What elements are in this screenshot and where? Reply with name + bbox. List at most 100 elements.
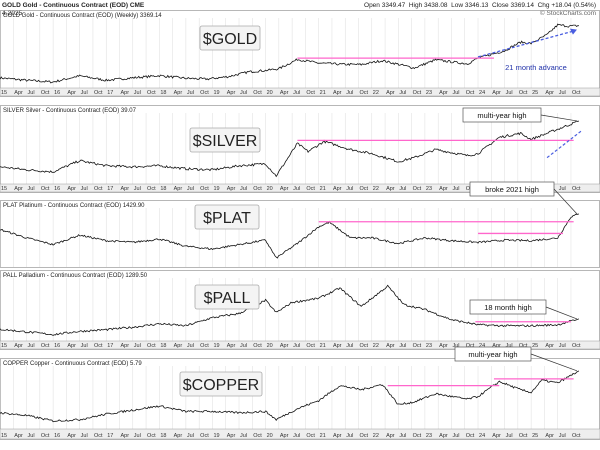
x-tick-label: 20 (267, 343, 273, 349)
x-tick-label: 24 (479, 90, 485, 96)
x-tick-label: Jul (399, 90, 406, 96)
x-tick-label: 20 (267, 90, 273, 96)
x-tick-label: Jul (346, 343, 353, 349)
x-tick-label: Jul (28, 186, 35, 192)
x-tick-label: Oct (466, 90, 475, 96)
x-tick-label: Oct (306, 186, 315, 192)
price-line-pall (0, 284, 580, 336)
price-line-gold (0, 23, 579, 84)
x-tick-label: Apr (333, 433, 342, 439)
x-tick-label: Oct (572, 90, 581, 96)
panel-2-title: SILVER Silver - Continuous Contract (EOD… (3, 108, 137, 114)
x-tick-label: Apr (333, 186, 342, 192)
x-tick-label: 16 (54, 433, 60, 439)
x-tick-label: Oct (413, 186, 422, 192)
x-tick-label: Oct (147, 343, 156, 349)
trend-arrow (546, 130, 582, 159)
x-tick-label: Apr (492, 433, 501, 439)
x-tick-label: Oct (519, 343, 528, 349)
x-tick-label: Oct (413, 433, 422, 439)
x-tick-label: Jul (452, 186, 459, 192)
badge-label: $COPPER (183, 377, 259, 394)
x-tick-label: Oct (413, 90, 422, 96)
x-tick-label: Jul (134, 186, 141, 192)
panel-5-title: COPPER Copper - Continuous Contract (EOD… (3, 361, 142, 367)
x-tick-label: Oct (519, 90, 528, 96)
x-tick-label: Jul (346, 186, 353, 192)
panel-5-frame (0, 358, 600, 440)
x-tick-label: Oct (572, 433, 581, 439)
x-tick-label: Apr (14, 186, 23, 192)
annotation-label: 18 month high (484, 303, 532, 312)
x-tick-label: Oct (94, 343, 103, 349)
x-tick-label: Jul (81, 433, 88, 439)
x-tick-label: Jul (559, 186, 566, 192)
x-tick-label: Apr (14, 433, 23, 439)
x-tick-label: Oct (360, 433, 369, 439)
panel-4-title: PALL Palladium - Continuous Contract (EO… (3, 273, 148, 279)
x-tick-label: Apr (67, 433, 76, 439)
x-tick-label: Jul (81, 343, 88, 349)
x-tick-label: 18 (160, 433, 166, 439)
price-line-plat (0, 213, 580, 259)
x-tick-label: Jul (81, 90, 88, 96)
x-tick-label: Jul (346, 90, 353, 96)
x-tick-label: Jul (81, 186, 88, 192)
x-tick-label: Jul (452, 433, 459, 439)
x-tick-label: 17 (107, 343, 113, 349)
x-tick-label: Oct (306, 343, 315, 349)
x-tick-label: 25 (532, 433, 538, 439)
x-tick-label: Oct (519, 433, 528, 439)
x-tick-label: Apr (545, 433, 554, 439)
header-date: 4-2025 (2, 10, 23, 17)
x-tick-label: Jul (240, 343, 247, 349)
x-tick-label: Apr (280, 433, 289, 439)
x-tick-label: Oct (94, 90, 103, 96)
x-tick-label: Oct (253, 343, 262, 349)
x-tick-label: Oct (466, 433, 475, 439)
change-value: +18.04 (0.54%) (551, 2, 596, 9)
x-tick-label: Apr (280, 90, 289, 96)
x-tick-label: Apr (386, 433, 395, 439)
x-tick-label: 25 (532, 90, 538, 96)
x-tick-label: Oct (147, 186, 156, 192)
x-tick-label: Jul (559, 433, 566, 439)
x-tick-label: Jul (559, 343, 566, 349)
x-tick-label: Apr (174, 343, 183, 349)
x-tick-label: 24 (479, 433, 485, 439)
x-tick-label: Apr (121, 90, 130, 96)
x-tick-label: Oct (360, 186, 369, 192)
x-tick-label: Oct (360, 343, 369, 349)
x-tick-label: Oct (147, 90, 156, 96)
x-tick-label: Apr (174, 186, 183, 192)
x-tick-label: 21 (320, 186, 326, 192)
annotation-label: multi-year high (477, 111, 526, 120)
x-tick-label: Oct (200, 343, 209, 349)
x-tick-label: Oct (253, 186, 262, 192)
x-tick-label: Jul (134, 433, 141, 439)
annotation-label: broke 2021 high (485, 185, 539, 194)
x-tick-label: 15 (1, 186, 7, 192)
price-line-copper (0, 370, 580, 423)
x-tick-label: 17 (107, 186, 113, 192)
x-tick-label: Apr (439, 186, 448, 192)
x-tick-label: Apr (227, 343, 236, 349)
x-tick-label: Apr (67, 90, 76, 96)
x-tick-label: Jul (293, 186, 300, 192)
x-tick-label: Apr (439, 90, 448, 96)
x-axis-strip (0, 340, 600, 350)
open-value: 3349.47 (381, 2, 406, 9)
x-tick-label: Apr (333, 90, 342, 96)
x-tick-label: 15 (1, 433, 7, 439)
panel-1-frame (0, 10, 600, 97)
x-tick-label: Apr (492, 90, 501, 96)
x-tick-label: Jul (187, 186, 194, 192)
x-tick-label: Oct (200, 186, 209, 192)
x-tick-label: 21 (320, 90, 326, 96)
x-tick-label: Jul (134, 90, 141, 96)
x-tick-label: Jul (187, 433, 194, 439)
x-tick-label: 23 (426, 186, 432, 192)
x-tick-label: Jul (240, 90, 247, 96)
x-tick-label: Apr (333, 343, 342, 349)
x-tick-label: Oct (41, 186, 50, 192)
